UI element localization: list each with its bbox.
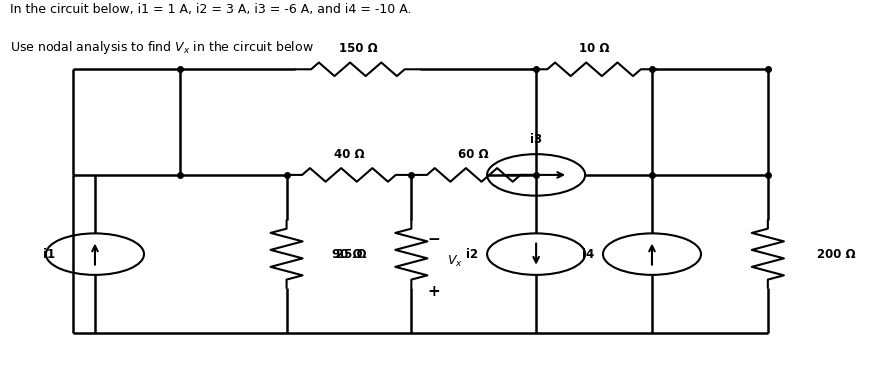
Text: 10 Ω: 10 Ω [578, 42, 610, 55]
Text: i3: i3 [530, 133, 542, 146]
Text: 200 Ω: 200 Ω [817, 248, 856, 261]
Text: i4: i4 [582, 248, 594, 261]
Text: 60 Ω: 60 Ω [459, 148, 489, 161]
Text: i1: i1 [43, 248, 55, 261]
Text: 90 Ω: 90 Ω [332, 248, 362, 261]
Text: i2: i2 [466, 248, 478, 261]
Text: +: + [427, 284, 440, 299]
Text: Use nodal analysis to find $V_x$ in the circuit below: Use nodal analysis to find $V_x$ in the … [11, 39, 314, 56]
Text: 25 Ω: 25 Ω [335, 248, 367, 261]
Text: $V_x$: $V_x$ [447, 254, 463, 269]
Text: 150 Ω: 150 Ω [339, 42, 377, 55]
Text: −: − [427, 231, 440, 247]
Text: 40 Ω: 40 Ω [333, 148, 364, 161]
Text: In the circuit below, i1 = 1 A, i2 = 3 A, i3 = -6 A, and i4 = -10 A.: In the circuit below, i1 = 1 A, i2 = 3 A… [11, 3, 412, 16]
